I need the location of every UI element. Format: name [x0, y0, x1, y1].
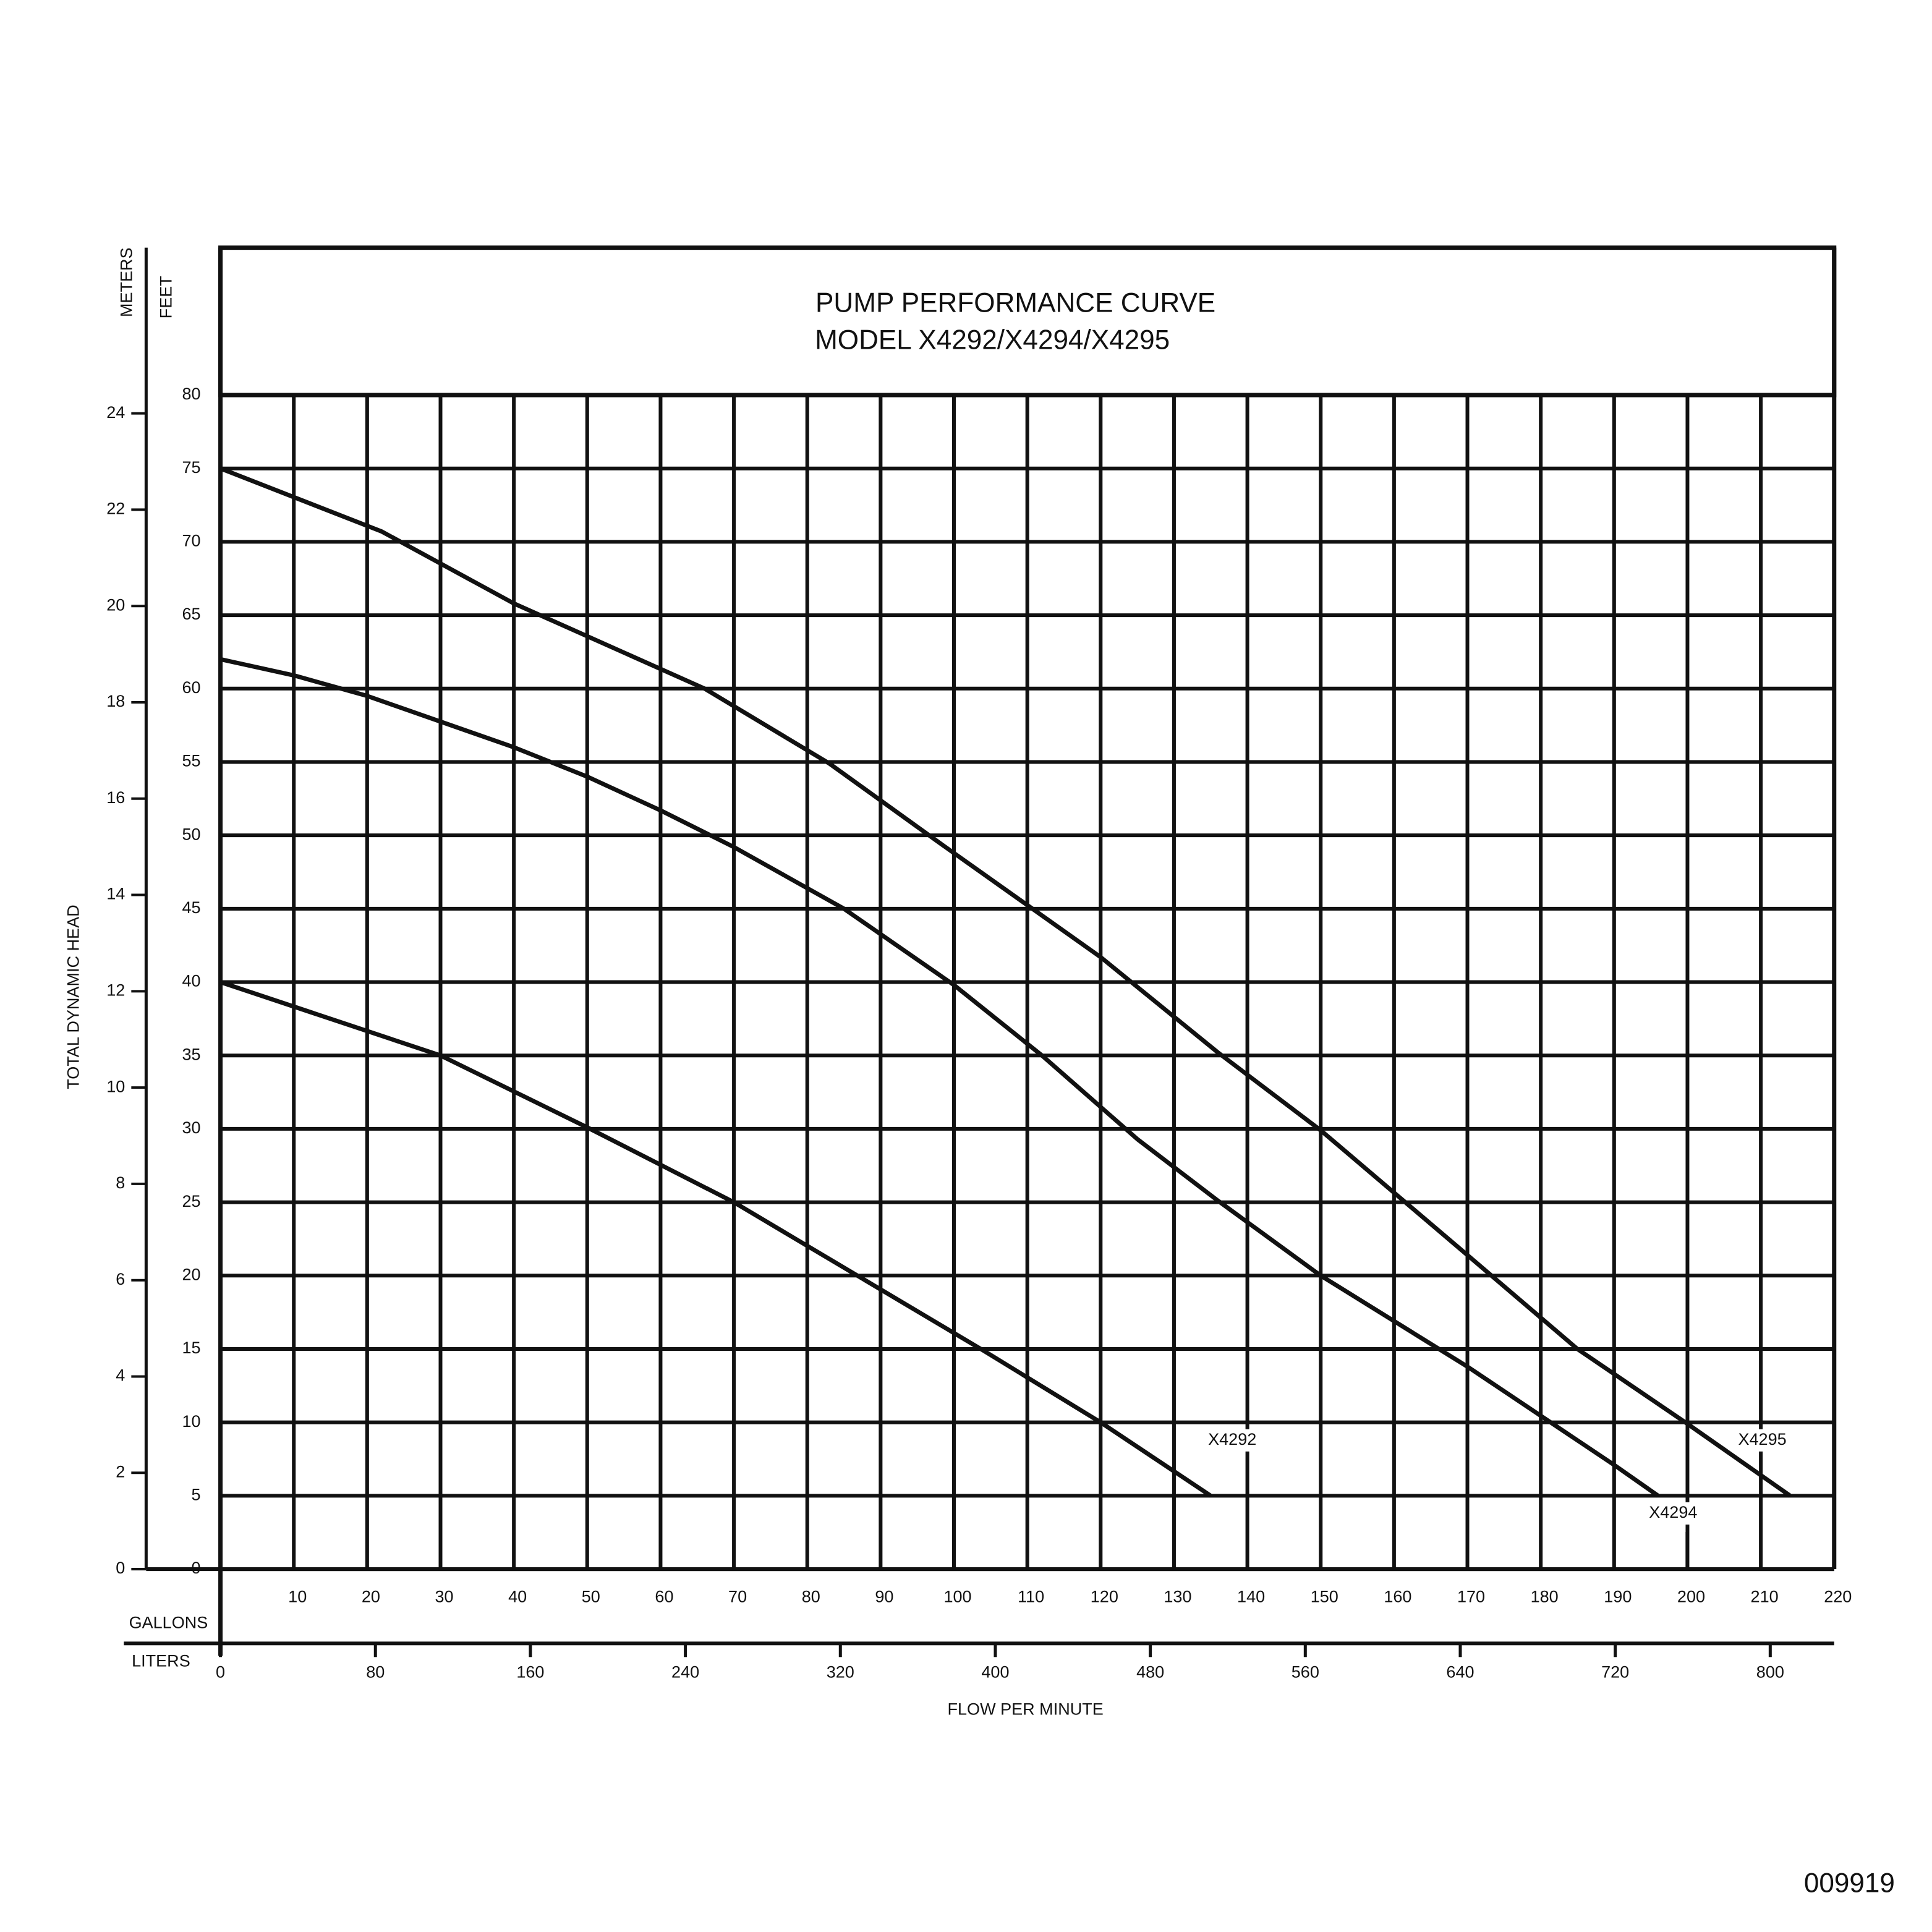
y-tick-label: 80	[182, 385, 200, 403]
footnote: 009919	[1804, 1868, 1895, 1899]
y2-tick-label: 8	[116, 1173, 125, 1192]
y-tick-label: 10	[182, 1412, 200, 1431]
y-tick-label: 25	[182, 1192, 200, 1211]
series-line	[219, 466, 1792, 1498]
x2-tick-label: 80	[366, 1662, 385, 1681]
x-tick-label: 110	[1018, 1587, 1044, 1606]
x-tick-label: 90	[875, 1587, 893, 1606]
x-tick-label: 170	[1457, 1587, 1485, 1606]
x-tick-label: 180	[1531, 1587, 1559, 1606]
x2-tick-label: 0	[216, 1662, 225, 1681]
x2-tick-label: 480	[1136, 1662, 1164, 1681]
x-tick-label: 140	[1237, 1587, 1265, 1606]
y2-tick-label: 10	[106, 1077, 125, 1096]
x2-tick-label: 160	[516, 1662, 544, 1681]
x-tick-label: 80	[802, 1587, 820, 1606]
title-box	[218, 245, 1837, 398]
y2-tick-label: 14	[106, 885, 125, 903]
x2-unit: LITERS	[132, 1651, 190, 1670]
y-tick-label: 35	[182, 1045, 200, 1063]
y2-tick-label: 6	[116, 1270, 125, 1288]
x2-tick-label: 800	[1756, 1662, 1784, 1681]
y-tick-label: 30	[182, 1118, 200, 1137]
y-tick-label: 20	[182, 1265, 200, 1283]
y-tick-label: 70	[182, 532, 200, 550]
y-tick-label: 5	[191, 1486, 200, 1504]
chart-subtitle: MODEL X4292/X4294/X4295	[815, 325, 1170, 355]
x-tick-label: 10	[288, 1587, 307, 1606]
y-tick-label: 65	[182, 605, 200, 623]
x-tick-label: 200	[1677, 1587, 1705, 1606]
x-tick-label: 190	[1604, 1587, 1632, 1606]
y-tick-label: 50	[182, 825, 200, 843]
x-tick-label: 60	[655, 1587, 673, 1606]
x-tick-label: 220	[1824, 1587, 1852, 1606]
y2-tick-label: 22	[106, 500, 125, 518]
series-line	[219, 657, 1660, 1498]
y2-tick-label: 20	[106, 595, 125, 614]
x-tick-label: 150	[1311, 1587, 1338, 1606]
y-tick-label: 60	[182, 678, 200, 697]
y-tick-label: 15	[182, 1338, 200, 1357]
y-tick-label: 75	[182, 458, 200, 477]
x-tick-label: 160	[1384, 1587, 1411, 1606]
series-label: X4294	[1649, 1503, 1697, 1521]
y-unit: FEET	[157, 276, 176, 318]
x-title: FLOW PER MINUTE	[948, 1700, 1104, 1719]
y2-tick-label: 18	[106, 692, 125, 710]
y2-tick-label: 16	[106, 788, 125, 807]
x-tick-label: 20	[362, 1587, 380, 1606]
x2-tick-label: 640	[1446, 1662, 1474, 1681]
y2-unit: METERS	[117, 247, 135, 317]
series-label: X4295	[1738, 1430, 1786, 1449]
series-line	[219, 980, 1212, 1498]
x-tick-label: 130	[1164, 1587, 1191, 1606]
label-bg	[1201, 1429, 1264, 1452]
x2-tick-label: 560	[1292, 1662, 1319, 1681]
y-tick-label: 45	[182, 898, 200, 917]
x-tick-label: 100	[943, 1587, 971, 1606]
x2-tick-label: 240	[671, 1662, 699, 1681]
x-tick-label: 40	[508, 1587, 527, 1606]
y-tick-label: 55	[182, 752, 200, 770]
x2-tick-label: 720	[1601, 1662, 1629, 1681]
y2-tick-label: 24	[106, 403, 125, 422]
x-tick-label: 70	[728, 1587, 747, 1606]
y2-tick-label: 2	[116, 1462, 125, 1481]
y2-tick-label: 4	[116, 1366, 125, 1385]
y2-tick-label: 0	[116, 1559, 125, 1577]
x2-tick-label: 400	[981, 1662, 1009, 1681]
y2-tick-label: 12	[106, 981, 125, 999]
y-tick-label: 0	[191, 1559, 200, 1577]
label-bg	[1642, 1502, 1704, 1525]
x-tick-label: 30	[435, 1587, 453, 1606]
x-tick-label: 50	[582, 1587, 600, 1606]
x2-tick-label: 320	[827, 1662, 854, 1681]
x-unit: GALLONS	[129, 1613, 208, 1632]
x-tick-label: 210	[1751, 1587, 1779, 1606]
chart-title: PUMP PERFORMANCE CURVE	[815, 287, 1215, 318]
y-tick-label: 40	[182, 972, 200, 990]
x-tick-label: 120	[1091, 1587, 1118, 1606]
label-bg	[1731, 1429, 1794, 1452]
series-label: X4292	[1208, 1430, 1256, 1449]
y-title: TOTAL DYNAMIC HEAD	[64, 904, 82, 1089]
